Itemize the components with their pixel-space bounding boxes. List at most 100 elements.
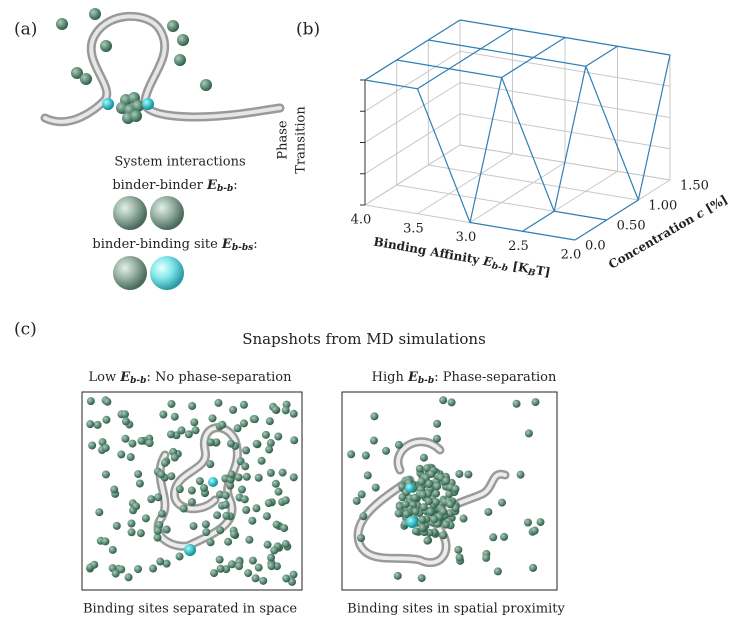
particle [210,569,218,577]
particle [102,470,110,478]
particle [445,490,453,498]
particle [442,521,450,529]
z-axis-label: Phase [276,120,291,160]
particle [117,450,125,458]
polymer-illustration [45,8,280,124]
particle [263,512,271,520]
particle [364,471,372,479]
particle [127,520,135,528]
panel-label: (a) [14,20,37,40]
binding-site [406,516,418,528]
particle [167,430,175,438]
particle [149,565,157,573]
particle [370,437,378,445]
particle [358,490,366,498]
particle [206,460,214,468]
particle [419,491,427,499]
sphere-icon [113,196,147,230]
particle [188,487,196,495]
particle [87,397,95,405]
particle [102,444,110,452]
particle [272,406,280,414]
particle [255,564,263,572]
particle [370,412,378,420]
particle [241,495,249,503]
particle [430,515,438,523]
particle [427,508,435,516]
y-tick-label: 1.00 [648,199,677,214]
particle [418,478,426,486]
particle [245,536,253,544]
particle [136,480,144,488]
particle [448,398,456,406]
particle [240,419,248,427]
particle [249,557,257,565]
particle [418,574,426,582]
particle [228,560,236,568]
particle [242,446,250,454]
particle [513,400,521,408]
particle [134,470,142,478]
particle [362,452,370,460]
particle [482,554,490,562]
y-tick-label: 1.50 [680,179,709,194]
particle [113,522,121,530]
particle [517,471,525,479]
particle [359,512,367,520]
particle [137,529,145,537]
grid-line [428,165,638,200]
particle [454,546,462,554]
particle [531,398,539,406]
sphere-icon [113,256,147,290]
particle [180,505,188,513]
x-tick-label: 4.0 [351,213,372,228]
particle [102,416,110,424]
particle [142,514,150,522]
z-axis-label: Transition [294,106,309,174]
particle [109,546,117,554]
particle [176,485,184,493]
particle [464,470,472,478]
particle [188,498,196,506]
particle [216,556,224,564]
particle [188,402,196,410]
particle [230,530,238,538]
particle [525,429,533,437]
particle [425,497,433,505]
particle [262,431,270,439]
particle [282,540,290,548]
particle [531,527,539,535]
particle [103,398,111,406]
surface-line [523,46,618,231]
panel-label: (c) [14,320,37,340]
particle [439,396,447,404]
particle [200,484,208,492]
particle [134,565,142,573]
particle [433,482,441,490]
particle [425,480,433,488]
particle [273,521,281,529]
particle [264,541,272,549]
wall-line [365,114,460,174]
particle [235,562,243,570]
particle [529,564,537,572]
particle [167,472,175,480]
particle [402,500,410,508]
particle [216,526,224,534]
particle [158,510,166,518]
particle [357,534,365,542]
particle [207,438,215,446]
particle [234,424,242,432]
particle [238,486,246,494]
particle [433,435,441,443]
particle [452,485,460,493]
particle [110,486,118,494]
particle [279,469,287,477]
particle [228,470,236,478]
particle [433,420,441,428]
particle [156,558,164,566]
interactions-title: System interactions [114,155,245,170]
particle [95,508,103,516]
particle [122,417,130,425]
snapshot-caption: Binding sites in spatial proximity [347,602,565,617]
